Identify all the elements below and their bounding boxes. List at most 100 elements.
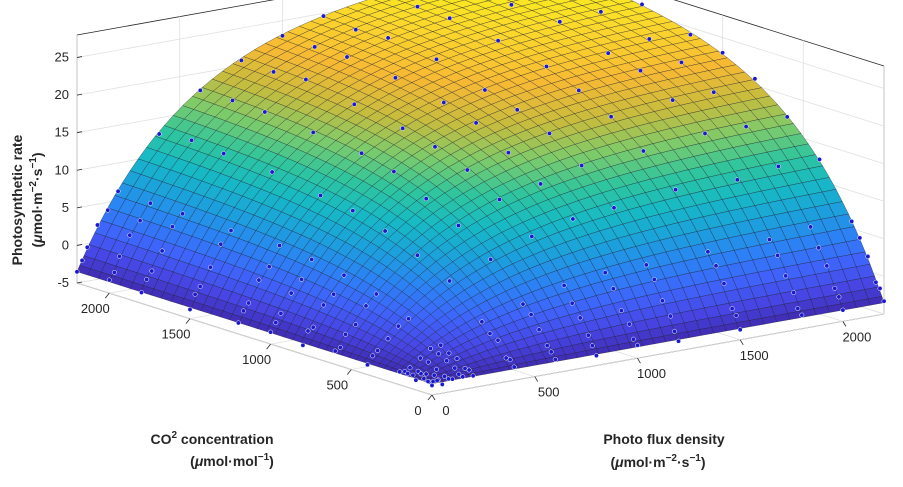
data-point xyxy=(711,89,717,95)
data-point xyxy=(598,9,604,15)
data-point xyxy=(702,131,708,136)
data-point xyxy=(733,313,739,318)
data-point xyxy=(318,193,323,198)
z-tick-label: -5 xyxy=(57,275,69,290)
z-tick-mark xyxy=(76,206,83,209)
z-tick-mark xyxy=(76,93,83,96)
x-axis-label: Photo flux density (μmol·m−2·s−1) xyxy=(603,431,725,470)
data-point xyxy=(452,365,458,371)
data-point xyxy=(447,15,453,21)
data-point xyxy=(312,44,318,50)
data-point xyxy=(406,316,411,322)
data-point xyxy=(470,373,476,379)
data-point xyxy=(659,298,665,304)
data-point xyxy=(397,369,403,375)
z-tick-label: 15 xyxy=(55,125,69,140)
z-tick-label: 20 xyxy=(55,87,69,102)
data-point xyxy=(544,343,550,349)
z-axis-label-line2: (μmol·m−2·s−1) xyxy=(28,152,45,247)
data-point xyxy=(520,301,526,307)
data-point xyxy=(137,218,143,224)
data-point xyxy=(341,272,347,278)
data-point xyxy=(507,357,513,363)
x-tick-label: 0 xyxy=(442,403,449,418)
data-point xyxy=(547,130,552,136)
data-point xyxy=(350,208,356,214)
data-point xyxy=(144,276,150,282)
data-point xyxy=(400,125,406,131)
data-point xyxy=(497,197,502,202)
x-tick-mark xyxy=(534,376,539,382)
data-point xyxy=(332,348,338,354)
data-point xyxy=(344,54,350,60)
data-point xyxy=(824,263,830,269)
data-point xyxy=(353,322,359,328)
data-point xyxy=(799,312,805,318)
data-point xyxy=(417,355,423,361)
data-point xyxy=(288,290,294,296)
data-point xyxy=(441,100,447,105)
data-point xyxy=(208,264,213,270)
data-point xyxy=(561,282,567,288)
z-tick-label: 10 xyxy=(55,162,69,177)
data-point xyxy=(395,323,401,329)
data-point xyxy=(197,87,203,93)
data-point xyxy=(230,98,235,103)
data-point xyxy=(425,378,431,384)
y-tick-label: 1000 xyxy=(242,352,271,367)
data-point xyxy=(775,163,781,169)
data-point xyxy=(836,294,842,300)
x-tick-mark xyxy=(842,321,847,327)
data-point xyxy=(640,148,646,154)
data-point xyxy=(538,181,544,187)
data-point xyxy=(446,376,451,382)
data-point xyxy=(262,109,268,115)
grid-line-y xyxy=(431,66,885,396)
x-axis-label-line2: (μmol·m−2·s−1) xyxy=(610,453,705,470)
data-point xyxy=(593,353,599,359)
z-tick-mark xyxy=(76,168,83,171)
data-point xyxy=(743,124,749,130)
data-point xyxy=(84,244,90,250)
data-point xyxy=(256,277,262,283)
data-points xyxy=(74,1,887,388)
data-point xyxy=(528,312,534,318)
data-point xyxy=(775,252,781,258)
data-point xyxy=(359,150,365,156)
data-point xyxy=(241,308,246,314)
data-point xyxy=(363,303,369,309)
data-point xyxy=(280,33,285,39)
y-axis-label-line2: (μmol·mol−1) xyxy=(190,452,274,469)
data-point xyxy=(385,35,391,41)
data-point xyxy=(668,313,673,319)
data-point xyxy=(169,224,175,230)
data-point xyxy=(431,372,437,378)
data-point xyxy=(410,372,416,378)
data-point xyxy=(375,348,381,354)
data-point xyxy=(488,256,494,262)
x-tick-label: 2000 xyxy=(842,329,871,344)
data-point xyxy=(602,270,608,276)
data-point xyxy=(430,378,436,384)
data-point xyxy=(413,377,419,383)
data-point xyxy=(721,281,727,287)
data-point xyxy=(266,264,272,270)
data-point xyxy=(873,279,879,285)
data-point xyxy=(218,241,224,247)
data-point xyxy=(309,256,315,262)
data-point xyxy=(635,342,640,348)
data-point xyxy=(646,36,652,42)
data-point xyxy=(840,307,846,313)
data-point xyxy=(577,315,583,321)
y-tick-mark xyxy=(104,292,110,299)
data-point xyxy=(299,276,304,282)
data-point xyxy=(456,371,462,377)
grid-line-z xyxy=(76,0,885,89)
data-point xyxy=(337,344,343,350)
data-point xyxy=(117,253,122,259)
data-point xyxy=(147,200,153,206)
y-tick-label: 1500 xyxy=(162,327,191,342)
data-point xyxy=(442,373,447,379)
data-point xyxy=(832,285,838,291)
y-tick-label: 0 xyxy=(414,403,421,418)
